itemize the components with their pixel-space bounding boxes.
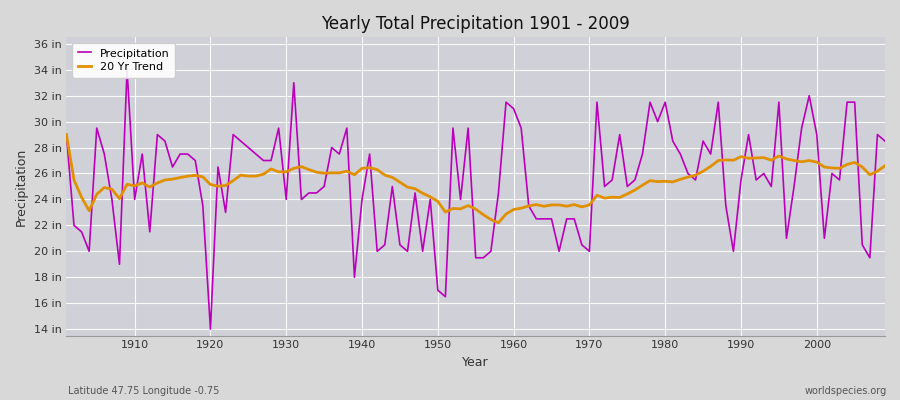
Text: Latitude 47.75 Longitude -0.75: Latitude 47.75 Longitude -0.75 bbox=[68, 386, 219, 396]
Y-axis label: Precipitation: Precipitation bbox=[15, 147, 28, 226]
Precipitation bbox=[130, 197, 140, 202]
X-axis label: Year: Year bbox=[463, 356, 489, 369]
Precipitation bbox=[516, 126, 526, 130]
Line: Precipitation: Precipitation bbox=[67, 70, 885, 329]
20 Yr Trend bbox=[607, 195, 617, 200]
20 Yr Trend bbox=[516, 206, 526, 210]
Precipitation bbox=[524, 204, 535, 208]
20 Yr Trend bbox=[508, 207, 519, 212]
Precipitation bbox=[349, 275, 360, 280]
Legend: Precipitation, 20 Yr Trend: Precipitation, 20 Yr Trend bbox=[72, 43, 176, 78]
Precipitation bbox=[122, 67, 132, 72]
20 Yr Trend bbox=[879, 163, 890, 168]
Precipitation bbox=[615, 132, 626, 137]
Text: worldspecies.org: worldspecies.org bbox=[805, 386, 886, 396]
Precipitation bbox=[61, 132, 72, 137]
Precipitation bbox=[205, 327, 216, 332]
20 Yr Trend bbox=[288, 166, 299, 171]
Title: Yearly Total Precipitation 1901 - 2009: Yearly Total Precipitation 1901 - 2009 bbox=[321, 15, 630, 33]
Precipitation bbox=[879, 139, 890, 144]
Line: 20 Yr Trend: 20 Yr Trend bbox=[67, 134, 885, 223]
20 Yr Trend bbox=[61, 132, 72, 137]
20 Yr Trend bbox=[122, 182, 132, 187]
Precipitation bbox=[303, 190, 314, 195]
20 Yr Trend bbox=[334, 170, 345, 175]
20 Yr Trend bbox=[493, 220, 504, 225]
